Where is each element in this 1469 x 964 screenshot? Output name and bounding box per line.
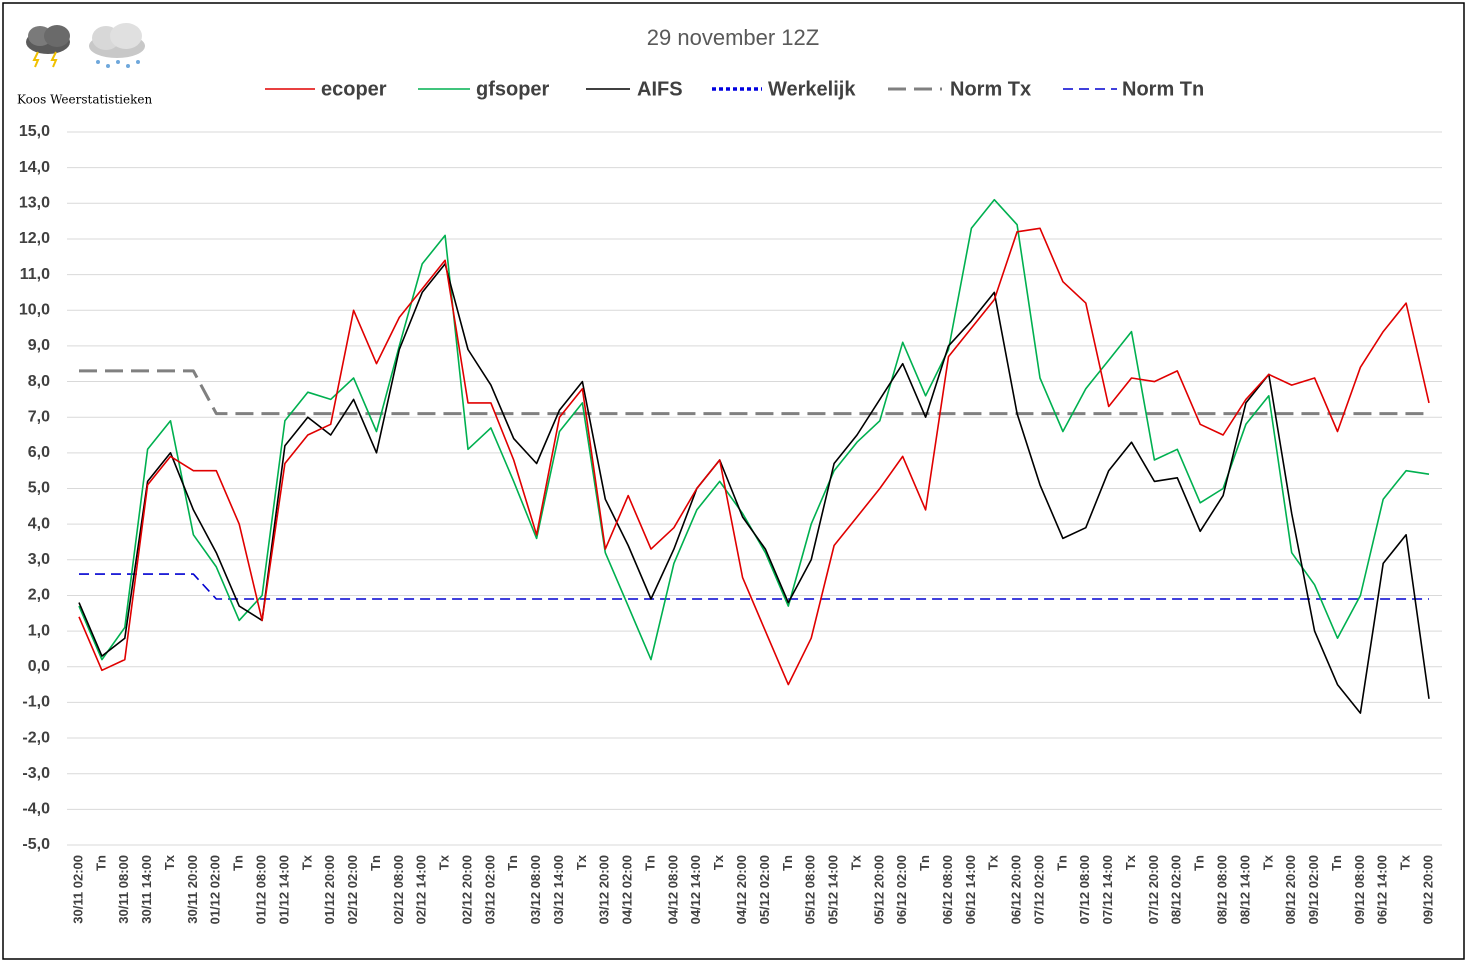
x-tick-label: 07/12 20:00	[1146, 855, 1161, 924]
x-tick-label: 03/12 14:00	[551, 855, 566, 924]
y-tick-label: -4,0	[22, 801, 50, 818]
x-tick-label: 03/12 08:00	[528, 855, 543, 924]
brand: Koos Weerstatistieken	[17, 93, 152, 107]
x-tick-label: 04/12 08:00	[665, 855, 680, 924]
x-tick-label: 07/12 02:00	[1031, 855, 1046, 924]
y-tick-label: 12,0	[19, 230, 50, 247]
x-tick-label: Tx	[574, 854, 589, 870]
x-tick-label: Tn	[780, 855, 795, 871]
x-tick-label: 09/12 20:00	[1420, 855, 1435, 924]
y-tick-label: -5,0	[22, 836, 50, 853]
y-tick-label: 4,0	[28, 515, 50, 532]
x-tick-label: Tn	[917, 855, 932, 871]
x-tick-label: 03/12 20:00	[597, 855, 612, 924]
legend-label: Norm Tx	[950, 78, 1031, 100]
x-tick-label: Tn	[642, 855, 657, 871]
series-line	[78, 263, 1430, 714]
x-tick-label: 05/12 14:00	[826, 855, 841, 924]
x-tick-label: 06/12 14:00	[963, 855, 978, 924]
x-tick-label: 04/12 14:00	[688, 855, 703, 924]
x-tick-label: 05/12 20:00	[871, 855, 886, 924]
x-tick-label: 05/12 08:00	[803, 855, 818, 924]
x-tick-label: 08/12 08:00	[1215, 855, 1230, 924]
legend-label: Werkelijk	[768, 78, 856, 100]
x-tick-label: Tx	[299, 854, 314, 870]
y-tick-label: 8,0	[28, 373, 50, 390]
x-tick-label: 04/12 20:00	[734, 855, 749, 924]
x-tick-label: Tx	[848, 854, 863, 870]
legend-label: ecoper	[321, 78, 387, 100]
x-tick-label: Tx	[1123, 854, 1138, 870]
y-tick-label: 14,0	[19, 159, 50, 176]
x-tick-label: 08/12 02:00	[1169, 855, 1184, 924]
x-tick-label: Tx	[1398, 854, 1413, 870]
series-line	[78, 227, 1430, 686]
x-tick-label: 30/11 14:00	[139, 855, 154, 924]
x-tick-label: Tn	[1054, 855, 1069, 871]
x-tick-label: 01/12 14:00	[276, 855, 291, 924]
y-tick-label: 0,0	[28, 658, 50, 675]
legend-label: AIFS	[637, 78, 683, 100]
x-tick-label: 08/12 14:00	[1237, 855, 1252, 924]
x-tick-label: Tx	[437, 854, 452, 870]
x-tick-label: 03/12 02:00	[482, 855, 497, 924]
x-tick-label: Tx	[711, 854, 726, 870]
x-tick-label: 01/12 08:00	[253, 855, 268, 924]
y-tick-label: 9,0	[28, 337, 50, 354]
x-tick-label: 07/12 08:00	[1077, 855, 1092, 924]
x-tick-label: Tx	[986, 854, 1001, 870]
x-tick-label: 06/12 14:00	[1375, 855, 1390, 924]
x-tick-label: 06/12 20:00	[1009, 855, 1024, 924]
y-tick-label: 2,0	[28, 587, 50, 604]
y-tick-label: 10,0	[19, 301, 50, 318]
x-tick-label: 02/12 02:00	[345, 855, 360, 924]
x-tick-label: Tn	[1329, 855, 1344, 871]
x-tick-label: 09/12 08:00	[1352, 855, 1367, 924]
series-line	[79, 369, 1429, 416]
y-tick-label: 11,0	[20, 266, 50, 283]
x-tick-label: 09/12 02:00	[1306, 855, 1321, 924]
x-tick-label: Tn	[1192, 855, 1207, 871]
x-tick-label: 30/11 08:00	[116, 855, 131, 924]
legend-label: gfsoper	[476, 78, 550, 100]
logo-icons	[26, 23, 145, 68]
x-tick-label: Tx	[1260, 854, 1275, 870]
x-tick-label: 02/12 08:00	[391, 855, 406, 924]
y-tick-label: 15,0	[19, 123, 50, 140]
y-tick-label: 7,0	[28, 408, 50, 425]
x-tick-label: 02/12 14:00	[414, 855, 429, 924]
x-tick-label: 01/12 02:00	[208, 855, 223, 924]
y-tick-label: 6,0	[28, 444, 50, 461]
y-tick-label: -3,0	[22, 765, 50, 782]
x-tick-label: Tn	[93, 855, 108, 871]
legend-label: Norm Tn	[1122, 78, 1204, 100]
x-tick-label: Tn	[505, 855, 520, 871]
x-tick-label: 05/12 02:00	[757, 855, 772, 924]
x-tick-label: Tn	[368, 855, 383, 871]
x-tick-label: 04/12 02:00	[620, 855, 635, 924]
y-tick-label: -1,0	[22, 694, 50, 711]
x-tick-label: Tx	[162, 854, 177, 870]
x-tick-label: 07/12 14:00	[1100, 855, 1115, 924]
x-tick-label: 30/11 02:00	[70, 855, 85, 924]
x-tick-label: 01/12 20:00	[322, 855, 337, 924]
y-tick-label: 1,0	[28, 622, 50, 639]
x-tick-label: Tn	[231, 855, 246, 871]
y-tick-label: 3,0	[28, 551, 50, 568]
x-tick-label: 02/12 20:00	[459, 855, 474, 924]
x-tick-label: 30/11 20:00	[185, 855, 200, 924]
y-tick-label: 13,0	[19, 195, 50, 212]
y-tick-label: 5,0	[28, 480, 50, 497]
x-tick-label: 08/12 20:00	[1283, 855, 1298, 924]
y-tick-label: -2,0	[22, 729, 50, 746]
chart-title: 29 november 12Z	[647, 25, 819, 50]
x-tick-label: 06/12 08:00	[940, 855, 955, 924]
x-tick-label: 06/12 02:00	[894, 855, 909, 924]
